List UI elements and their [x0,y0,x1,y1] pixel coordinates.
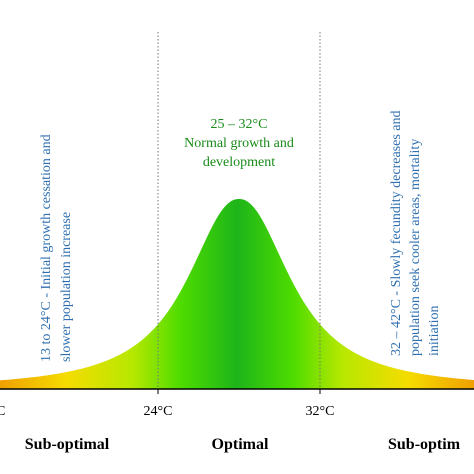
zone-label-optimal: Optimal [212,436,269,453]
right-desc-line1: 32 – 42°C - Slowly fecundity decreases a… [389,111,404,357]
center-desc-line2: development [203,155,275,170]
tick-label-32: 32°C [306,404,335,419]
left-desc-line2: slower population increase [59,212,74,362]
zone-label-sub-optimal-left: Sub-optimal [25,436,110,453]
left-desc-line1: 13 to 24°C - Initial growth cessation an… [39,134,54,362]
right-desc-line2: population seek cooler areas, mortality [408,139,423,356]
tick-label-24: 24°C [144,404,173,419]
tolerance-bell-curve [0,199,474,389]
tick-label-left-partial: C [0,404,5,419]
right-desc-line3: initiation [427,305,442,356]
center-desc-line1: Normal growth and [184,136,294,151]
right-zone-description: 32 – 42°C - Slowly fecundity decreases a… [389,111,442,357]
left-zone-description: 13 to 24°C - Initial growth cessation an… [39,134,74,362]
center-range: 25 – 32°C [211,117,268,132]
zone-label-sub-optimal-right: Sub-optim [388,436,461,453]
